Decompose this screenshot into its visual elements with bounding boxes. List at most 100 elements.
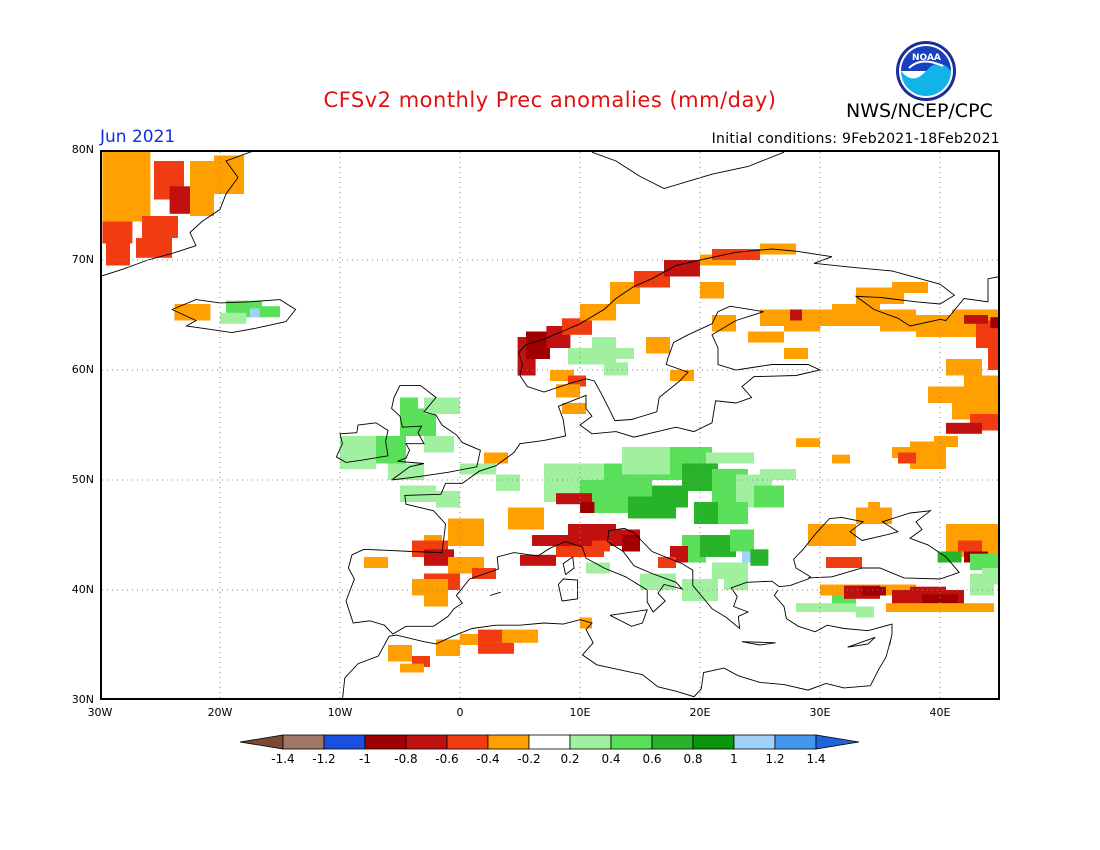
anomaly-cell	[856, 606, 874, 618]
anomaly-cell	[616, 348, 634, 359]
colorbar-swatch	[610, 734, 653, 750]
anomaly-cell	[718, 502, 748, 524]
logo-text: NOAA	[912, 53, 941, 63]
lon-label-20e: 20E	[689, 706, 711, 719]
anomaly-cell	[892, 282, 928, 293]
coastline	[351, 248, 998, 556]
anomaly-cell	[682, 579, 718, 601]
lon-label-20w: 20W	[207, 706, 233, 719]
anomaly-cell	[742, 551, 754, 563]
anomaly-cell	[754, 485, 784, 508]
anomaly-cell	[472, 568, 496, 579]
anomaly-cell	[634, 271, 670, 288]
anomaly-cell	[106, 243, 130, 266]
colorbar-label: -0.8	[394, 752, 418, 766]
anomaly-cell	[946, 422, 982, 434]
colorbar-swatch	[323, 734, 366, 750]
anomaly-cell	[748, 331, 784, 343]
anomaly-cell	[712, 315, 736, 332]
anomaly-cell	[832, 454, 850, 464]
anomaly-cell	[142, 216, 178, 238]
anomaly-cell	[478, 629, 508, 643]
lon-label-40e: 40E	[929, 706, 951, 719]
anomaly-cell	[136, 238, 172, 258]
colorbar-swatch	[282, 734, 325, 750]
colorbar-label: -1.4	[271, 752, 295, 766]
anomaly-cell	[424, 595, 448, 607]
anomaly-cell	[640, 573, 676, 590]
colorbar-swatch	[487, 734, 530, 750]
anomaly-cell	[580, 502, 595, 513]
colorbar-label: 0.4	[601, 752, 621, 766]
colorbar-label: -1	[359, 752, 371, 766]
lat-label-50n: 50N	[71, 473, 94, 486]
anomaly-cell	[250, 308, 260, 318]
lon-label-10e: 10E	[569, 706, 591, 719]
map-canvas	[102, 152, 998, 698]
anomaly-cell	[376, 436, 406, 464]
colorbar-label: -1.2	[312, 752, 336, 766]
coastline	[335, 422, 389, 463]
anomaly-cell	[102, 152, 151, 222]
anomaly-cell	[424, 436, 454, 453]
coastline	[591, 152, 785, 189]
anomaly-cell	[102, 221, 133, 244]
chart-title: CFSv2 monthly Prec anomalies (mm/day)	[323, 88, 777, 112]
anomaly-cell	[562, 403, 586, 414]
anomaly-cell	[388, 463, 424, 480]
anomaly-cell	[436, 491, 460, 508]
lon-label-30e: 30E	[809, 706, 831, 719]
initial-conditions-label: Initial conditions: 9Feb2021-18Feb2021	[711, 131, 1000, 147]
anomaly-cell	[460, 463, 496, 475]
colorbar-swatch	[528, 734, 571, 750]
coastline	[609, 609, 648, 627]
colorbar-label: -0.4	[476, 752, 500, 766]
anomaly-cell	[478, 642, 514, 654]
coastline	[741, 641, 776, 646]
anomaly-cell	[760, 469, 796, 480]
coastline	[345, 510, 960, 635]
anomaly-cell	[928, 386, 998, 403]
anomaly-cell	[556, 546, 604, 557]
anomaly-cell	[970, 553, 998, 571]
coastline	[557, 578, 579, 602]
anomaly-cell	[592, 540, 610, 552]
colorbar-arrow-left	[239, 734, 284, 750]
anomaly-cell	[784, 348, 808, 359]
lat-label-30n: 30N	[71, 693, 94, 706]
lat-label-40n: 40N	[71, 583, 94, 596]
colorbar-label: -0.6	[435, 752, 459, 766]
colorbar-label: 1.4	[806, 752, 826, 766]
anomaly-cell	[700, 535, 736, 557]
anomaly-cell	[730, 529, 754, 552]
anomaly-cell	[424, 549, 454, 566]
anomaly-cell	[964, 315, 988, 324]
anomaly-cell	[448, 518, 484, 546]
colorbar-swatch	[446, 734, 489, 750]
colorbar	[239, 734, 860, 750]
colorbar-label: 0.6	[642, 752, 662, 766]
anomaly-cell	[760, 243, 796, 255]
anomaly-cell	[910, 586, 946, 596]
colorbar-label: 0.8	[683, 752, 703, 766]
colorbar-arrow-right	[815, 734, 860, 750]
anomaly-cell	[400, 663, 424, 673]
anomaly-cell	[220, 312, 247, 324]
anomaly-cell	[652, 485, 688, 508]
anomaly-cell	[664, 260, 700, 277]
anomaly-cell	[436, 639, 460, 656]
coastline	[102, 152, 252, 277]
graticule	[102, 152, 998, 698]
anomaly-cell	[898, 452, 916, 464]
anomaly-cell	[604, 362, 628, 376]
anomaly-cell	[340, 436, 376, 469]
anomaly-cell	[880, 309, 916, 332]
anomaly-cell	[556, 384, 580, 398]
colorbar-label: 1.2	[765, 752, 785, 766]
anomaly-cell	[580, 304, 616, 321]
colorbar-label: 0.2	[560, 752, 580, 766]
anomaly-cell	[520, 554, 556, 566]
coastline	[773, 589, 893, 646]
anomaly-cell	[412, 579, 448, 596]
colorbar-swatch	[651, 734, 694, 750]
